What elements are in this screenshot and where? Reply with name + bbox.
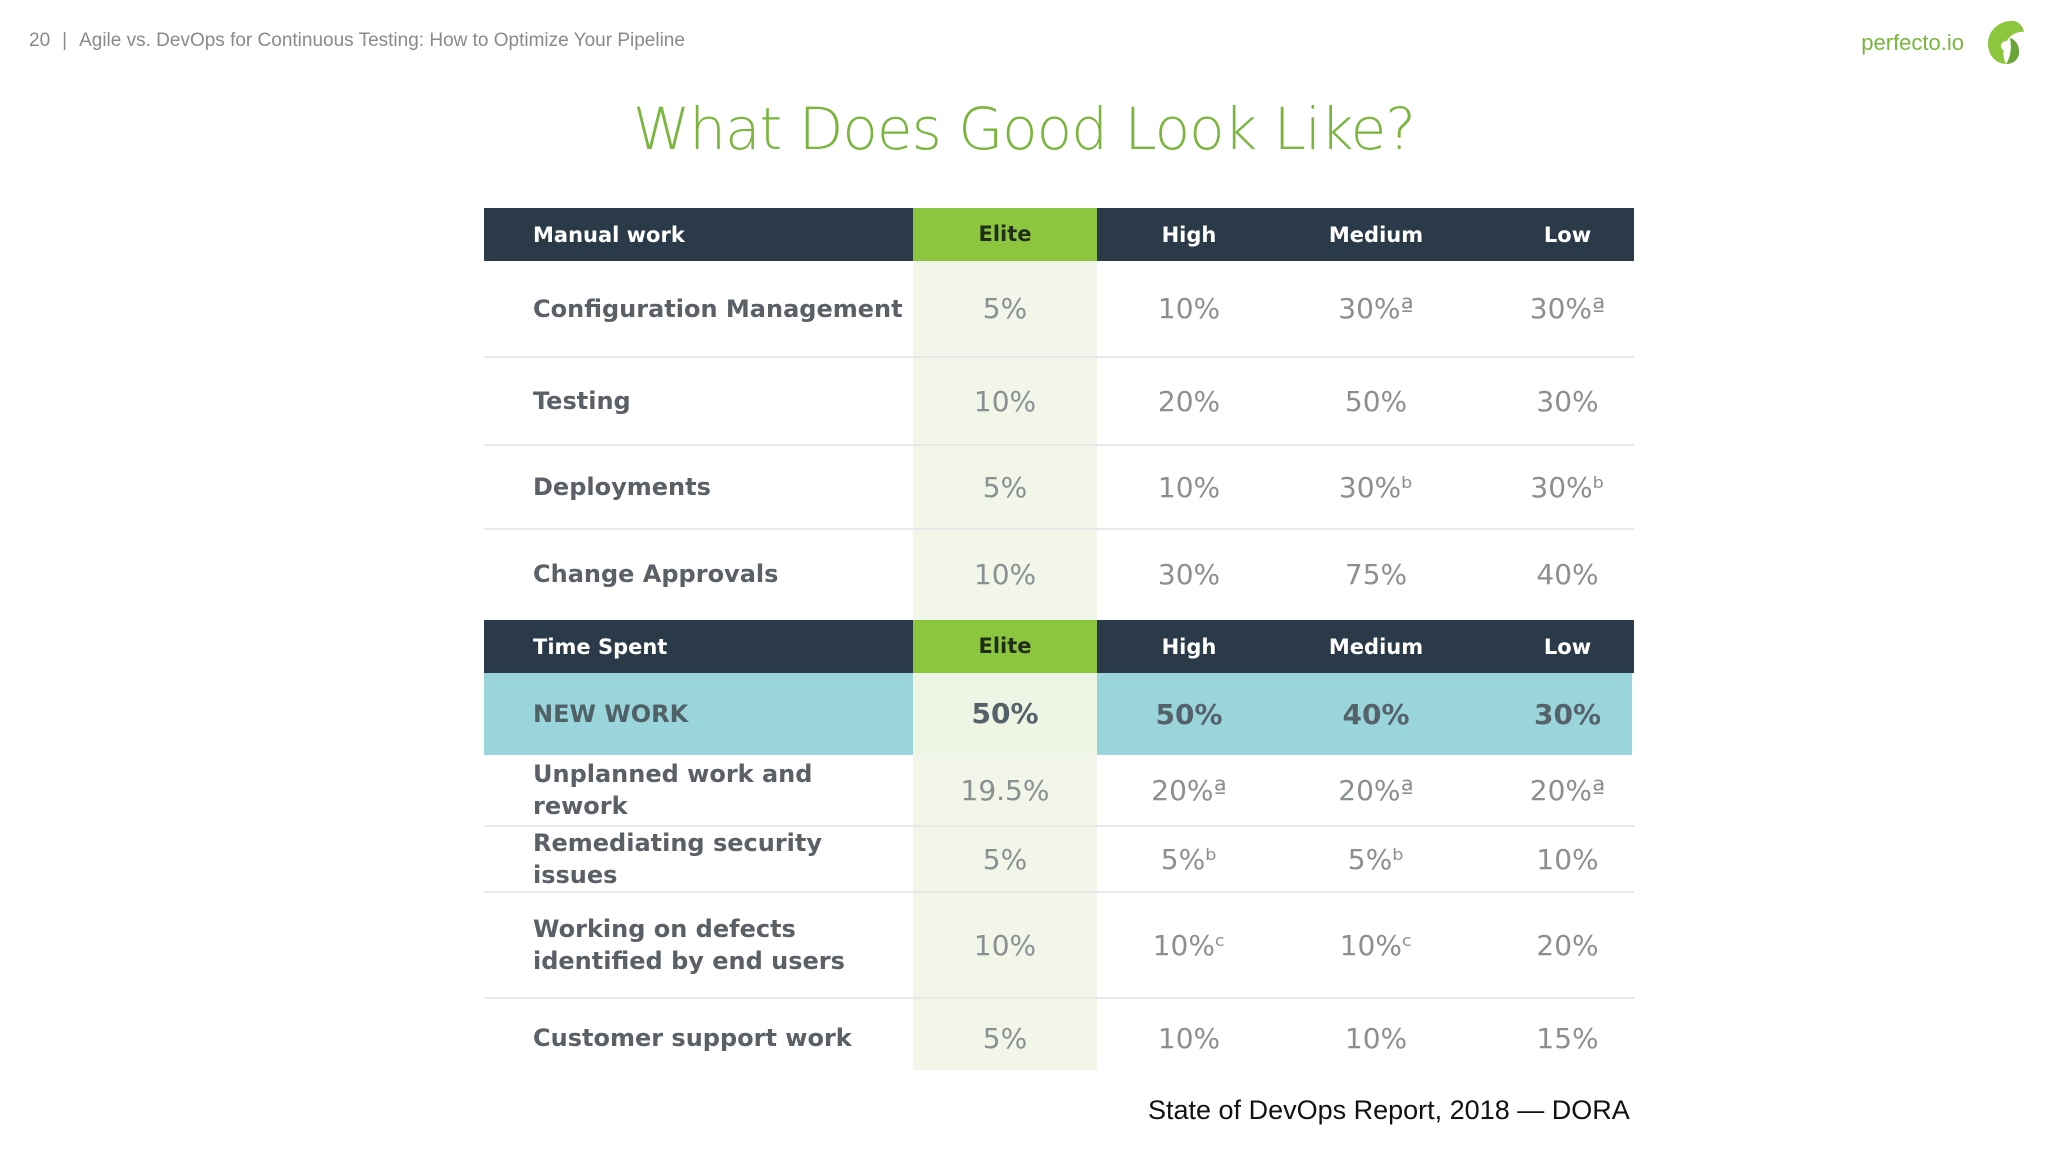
value-low: 20%ª (1529, 773, 1606, 807)
value-high: 10% (1157, 470, 1221, 504)
value-low: 30% (1533, 697, 1602, 731)
value-high: 30% (1157, 557, 1221, 591)
table-row-highlighted: NEW WORK 50% 50% 40% 30% (484, 673, 1632, 755)
header-label: Manual work (533, 222, 685, 247)
section-header-manual-work: Manual work Elite High Medium Low (484, 208, 1634, 261)
value-high: 20% (1157, 384, 1221, 418)
table-row: Working on defects identified by end use… (484, 893, 1634, 999)
header-label: Time Spent (533, 634, 668, 659)
value-medium: 50% (1344, 384, 1408, 418)
value-low: 10% (1536, 842, 1599, 876)
value-medium: 30%ª (1338, 292, 1414, 325)
header-high: High (1161, 634, 1217, 659)
value-elite: 10% (973, 384, 1037, 418)
value-elite: 10% (973, 557, 1037, 591)
header-low: Low (1543, 222, 1592, 247)
value-low: 40% (1536, 557, 1599, 591)
value-high: 10% (1157, 1021, 1221, 1055)
value-medium: 10%ᶜ (1339, 928, 1413, 962)
header-separator: | (62, 30, 68, 51)
source-caption: State of DevOps Report, 2018 — DORA (1148, 1095, 1630, 1125)
value-medium: 10% (1344, 1021, 1408, 1055)
header-medium: Medium (1328, 634, 1424, 659)
value-elite: 5% (982, 470, 1028, 504)
value-low: 30%ᵇ (1530, 470, 1605, 504)
value-medium: 40% (1342, 697, 1410, 731)
slide-header: 20 | Agile vs. DevOps for Continuous Testi… (29, 30, 685, 52)
value-low: 20% (1536, 928, 1599, 962)
value-elite: 50% (913, 673, 1097, 755)
value-low: 30% (1536, 384, 1599, 418)
table-row: Configuration Management 5% 10% 30%ª 30%… (484, 261, 1634, 358)
value-high: 10% (1157, 292, 1221, 325)
row-label: Deployments (533, 473, 711, 501)
header-medium: Medium (1328, 222, 1424, 247)
row-label: Configuration Management (533, 294, 903, 323)
value-medium: 75% (1344, 557, 1408, 591)
value-elite: 19.5% (960, 773, 1050, 807)
value-high: 50% (1155, 697, 1223, 731)
deck-title: Agile vs. DevOps for Continuous Testing:… (79, 30, 685, 51)
row-label: Unplanned work and rework (533, 760, 813, 820)
value-low: 30%ª (1529, 292, 1606, 325)
slide-title: What Does Good Look Like? (632, 95, 1416, 163)
value-elite: 5% (982, 292, 1028, 325)
table-row: Deployments 5% 10% 30%ᵇ 30%ᵇ (484, 446, 1634, 530)
value-medium: 20%ª (1338, 773, 1414, 807)
table-row: Unplanned work and rework 19.5% 20%ª 20%… (484, 755, 1634, 827)
row-label: Working on defects identified by end use… (533, 915, 845, 975)
value-elite: 5% (982, 842, 1028, 876)
brand-name: perfecto.io (1861, 30, 1964, 55)
header-low: Low (1543, 634, 1592, 659)
row-label: NEW WORK (533, 700, 689, 728)
perfecto-logo-icon (1988, 20, 2024, 65)
value-high: 10%ᶜ (1152, 928, 1226, 962)
value-high: 20%ª (1151, 773, 1227, 807)
value-medium: 30%ᵇ (1338, 470, 1414, 504)
value-low: 15% (1536, 1021, 1599, 1055)
header-elite: Elite (913, 620, 1097, 673)
value-medium: 5%ᵇ (1347, 842, 1405, 876)
row-label: Customer support work (533, 1024, 852, 1052)
section-header-time-spent: Time Spent Elite High Medium Low (484, 620, 1634, 673)
table-row: Customer support work 5% 10% 10% 15% (484, 999, 1634, 1077)
value-elite: 5% (982, 1021, 1028, 1055)
value-elite: 10% (973, 928, 1037, 962)
table-row: Testing 10% 20% 50% 30% (484, 358, 1634, 446)
table-row: Change Approvals 10% 30% 75% 40% (484, 530, 1634, 618)
header-elite: Elite (913, 208, 1097, 261)
row-label: Change Approvals (533, 560, 779, 588)
header-high: High (1161, 222, 1217, 247)
row-label: Testing (533, 387, 631, 415)
table-row: Remediating security issues 5% 5%ᵇ 5%ᵇ 1… (484, 827, 1634, 893)
value-high: 5%ᵇ (1160, 842, 1218, 876)
row-label: Remediating security issues (533, 829, 823, 889)
page-number: 20 (29, 30, 51, 51)
